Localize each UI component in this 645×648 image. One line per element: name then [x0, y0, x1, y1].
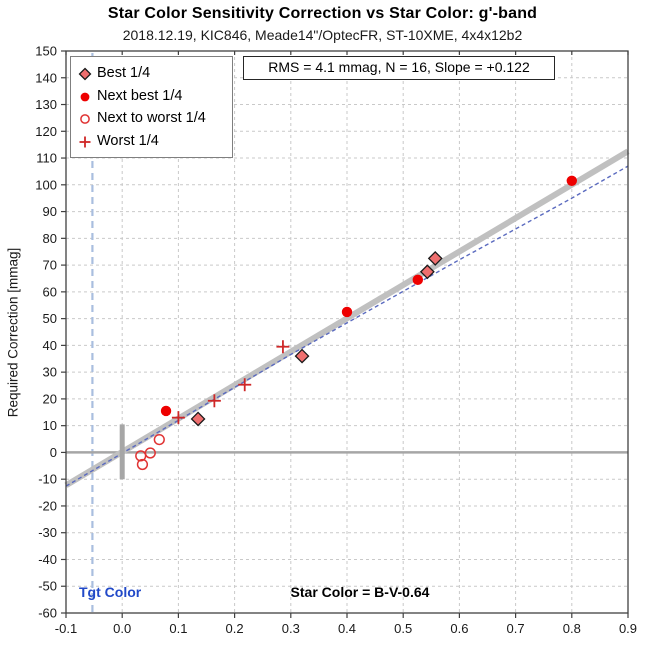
tgt-color-label: Tgt Color	[79, 584, 142, 600]
y-tick-label: -30	[38, 525, 57, 540]
y-tick-label: 10	[43, 418, 57, 433]
y-tick-label: -60	[38, 606, 57, 621]
diamond-legend-icon	[78, 67, 92, 81]
y-tick-label: 80	[43, 231, 57, 246]
y-tick-label: 130	[35, 97, 57, 112]
y-tick-label: 60	[43, 284, 57, 299]
y-tick-label: 90	[43, 204, 57, 219]
circle-marker	[341, 306, 353, 318]
diamond-marker	[427, 250, 443, 266]
y-tick-label: -20	[38, 498, 57, 513]
open-circle-marker	[153, 433, 165, 446]
x-tick-label: 0.9	[619, 621, 637, 636]
circle-marker	[566, 175, 577, 186]
y-tick-label: -40	[38, 552, 57, 567]
y-tick-label: -50	[38, 579, 57, 594]
chart-title: Star Color Sensitivity Correction vs Sta…	[107, 5, 538, 22]
circle-marker	[80, 92, 90, 102]
y-tick-label: -10	[38, 472, 57, 487]
legend-label: Best 1/4	[97, 65, 151, 81]
plus-legend-icon	[79, 136, 91, 148]
x-tick-label: 0.7	[507, 621, 525, 636]
legend-label: Next to worst 1/4	[97, 110, 206, 127]
y-tick-label: 100	[35, 177, 57, 192]
x-tick-label: 0.5	[394, 621, 412, 636]
diamond-marker	[78, 67, 92, 81]
y-tick-label: 30	[43, 365, 57, 380]
diamond-marker	[190, 411, 206, 427]
legend-item: Next to worst 1/4	[76, 107, 227, 129]
x-tick-label: 0.3	[282, 621, 300, 636]
open-circle-marker	[136, 458, 149, 471]
y-tick-label: 110	[36, 151, 57, 166]
y-tick-label: 70	[43, 258, 57, 273]
circle-marker	[412, 274, 424, 286]
y-tick-label: 150	[35, 44, 57, 59]
fit-line	[64, 148, 630, 488]
diamond-marker	[294, 348, 310, 364]
model-line	[65, 165, 629, 487]
x-tick-label: -0.1	[55, 621, 77, 636]
legend-label: Worst 1/4	[97, 132, 159, 149]
y-tick-label: 0	[50, 445, 57, 460]
x-tick-label: 0.0	[113, 621, 131, 636]
stats-annotation: RMS = 4.1 mmag, N = 16, Slope = +0.122	[243, 56, 555, 80]
y-tick-label: 20	[43, 391, 57, 406]
open-circle-marker	[144, 447, 156, 459]
x-tick-label: 0.2	[226, 621, 244, 636]
legend-item: Next best 1/4	[76, 85, 227, 107]
x-tick-label: 0.1	[169, 621, 187, 636]
circle-marker	[160, 405, 172, 417]
open-circle-marker	[80, 114, 90, 125]
circle-legend-icon	[80, 92, 90, 102]
open-circle-legend-icon	[80, 114, 90, 125]
legend-item: Worst 1/4	[76, 130, 227, 152]
star-color-label: Star Color = B-V-0.64	[290, 584, 430, 600]
diamond-marker	[419, 264, 435, 280]
chart-subtitle: 2018.12.19, KIC846, Meade14"/OptecFR, ST…	[122, 27, 523, 43]
x-tick-label: 0.4	[338, 621, 356, 636]
legend-item: Best 1/4	[76, 62, 227, 84]
legend-label: Next best 1/4	[97, 87, 183, 104]
y-tick-label: 140	[35, 70, 57, 85]
y-tick-label: 120	[35, 124, 57, 139]
y-tick-label: 50	[43, 311, 57, 326]
x-tick-label: 0.6	[450, 621, 468, 636]
y-tick-label: 40	[43, 338, 57, 353]
legend: Best 1/4 Next best 1/4 Next to worst 1/4 Wo…	[70, 56, 233, 158]
x-tick-label: 0.8	[563, 621, 581, 636]
